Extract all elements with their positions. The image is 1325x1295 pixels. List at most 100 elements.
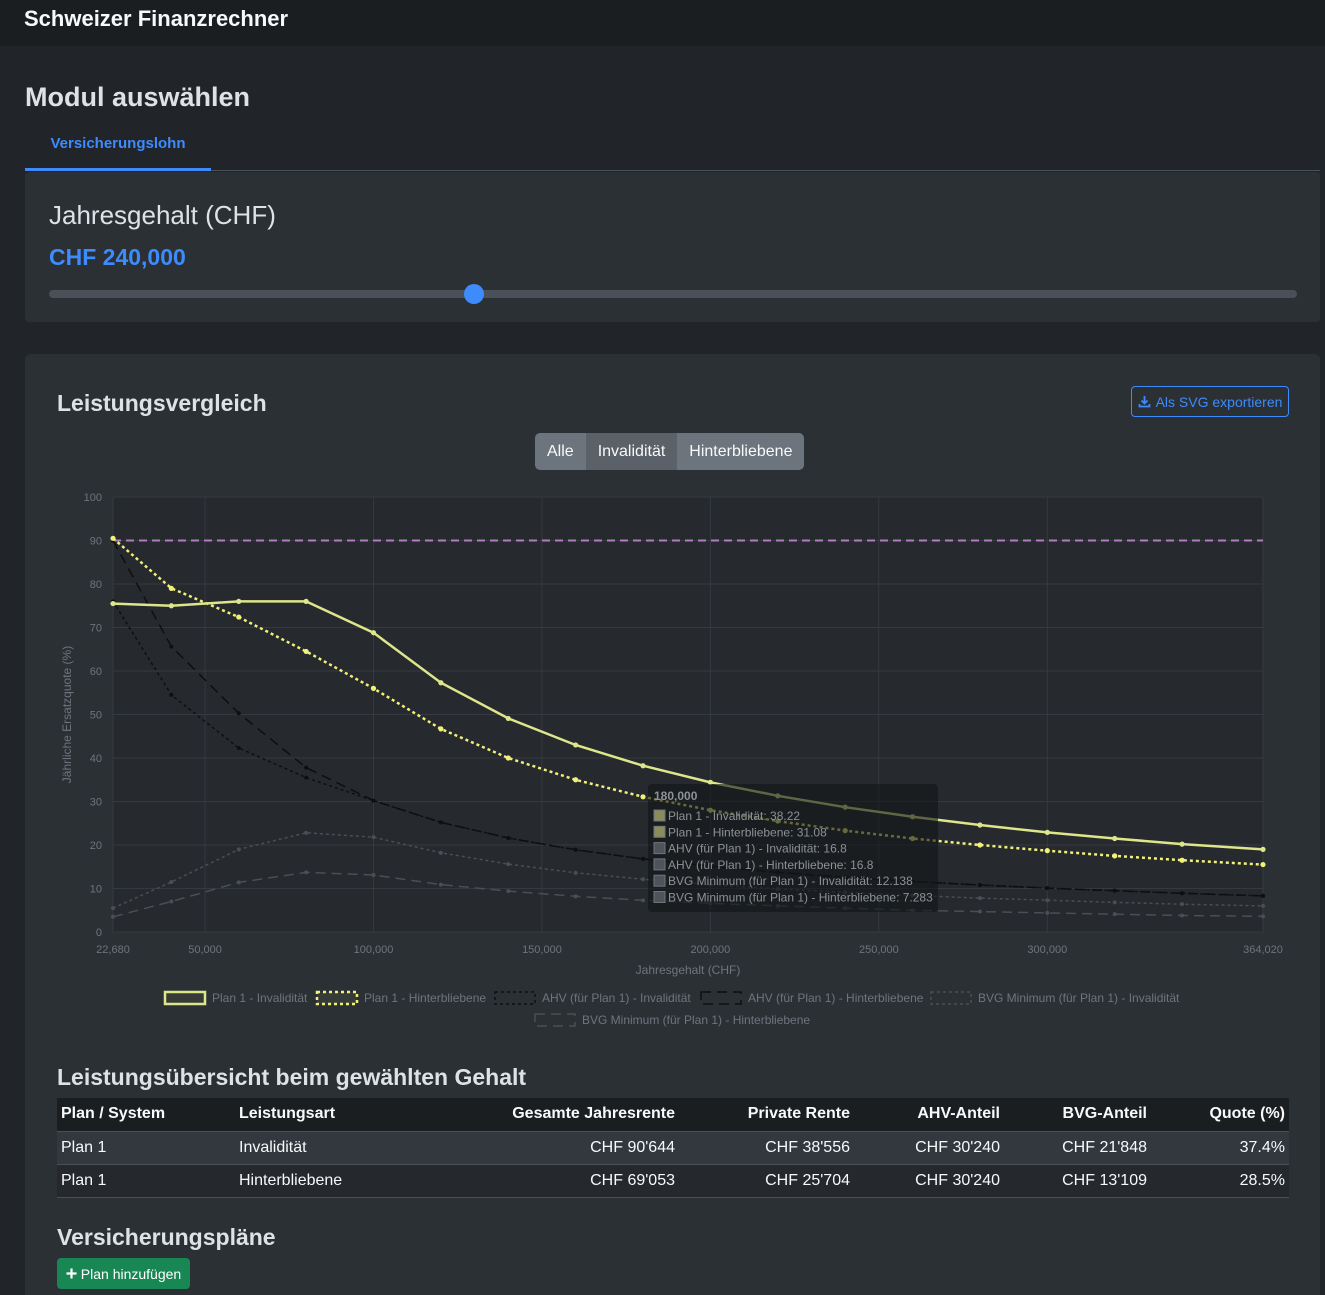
data-point xyxy=(304,830,309,835)
data-point xyxy=(236,711,241,716)
series-line xyxy=(112,601,1264,897)
data-point xyxy=(505,755,511,761)
filter-button-group: Alle Invalidität Hinterbliebene xyxy=(535,433,805,470)
y-tick-label: 30 xyxy=(90,797,102,809)
x-tick-label: 364,020 xyxy=(1243,944,1283,956)
table-row: Plan 1 Invalidität CHF 90'644 CHF 38'556… xyxy=(57,1131,1289,1165)
y-tick-label: 0 xyxy=(96,927,102,939)
column-header: Private Rente xyxy=(679,1098,854,1132)
table-row: Plan 1 Hinterbliebene CHF 69'053 CHF 25'… xyxy=(57,1164,1289,1198)
legend-label: AHV (für Plan 1) - Invalidität xyxy=(542,991,691,1005)
data-point xyxy=(1044,829,1050,835)
salary-slider-thumb[interactable] xyxy=(464,284,485,304)
data-point xyxy=(1112,900,1117,905)
data-point xyxy=(977,842,983,848)
legend-swatch xyxy=(700,991,742,1005)
data-point xyxy=(438,882,443,887)
salary-value: CHF 240,000 xyxy=(49,244,186,270)
download-icon xyxy=(1138,396,1150,408)
data-point xyxy=(1260,846,1266,852)
data-point xyxy=(236,745,241,750)
y-tick-label: 20 xyxy=(90,840,102,852)
column-header: Plan / System xyxy=(57,1098,235,1132)
data-point xyxy=(169,879,174,884)
filter-invaliditaet-button[interactable]: Invalidität xyxy=(585,433,678,470)
tooltip-item: Plan 1 - Hinterbliebene: 31.08 xyxy=(668,825,827,839)
data-point xyxy=(304,775,309,780)
table-cell: 28.5% xyxy=(1151,1164,1289,1198)
y-tick-label: 100 xyxy=(84,492,102,504)
y-tick-label: 40 xyxy=(90,753,102,765)
data-point xyxy=(236,614,242,620)
data-point xyxy=(1179,841,1185,847)
legend-label: BVG Minimum (für Plan 1) - Hinterblieben… xyxy=(582,1013,810,1027)
x-tick-label: 200,000 xyxy=(691,944,731,956)
plus-icon xyxy=(66,1268,77,1279)
legend-label: BVG Minimum (für Plan 1) - Invalidität xyxy=(978,991,1180,1005)
series-line xyxy=(112,537,1264,866)
tab-versicherungslohn[interactable]: Versicherungslohn xyxy=(25,124,211,171)
legend-swatch xyxy=(534,1013,576,1027)
data-point xyxy=(168,585,174,591)
table-cell: Plan 1 xyxy=(57,1164,235,1198)
data-point xyxy=(438,820,443,825)
table-cell: Hinterbliebene xyxy=(235,1164,425,1198)
data-point xyxy=(573,777,579,783)
comparison-card: 0 10 20 30 40 50 60 70 80 90 100 22,680 50,000 100,00… xyxy=(25,354,1320,1295)
x-tick-label: 150,000 xyxy=(522,944,562,956)
data-point xyxy=(371,835,376,840)
data-point xyxy=(977,822,983,828)
legend-label: AHV (für Plan 1) - Hinterbliebene xyxy=(748,991,924,1005)
data-point xyxy=(168,603,174,609)
y-tick-label: 10 xyxy=(90,884,102,896)
tooltip-swatch xyxy=(653,874,666,887)
data-point xyxy=(169,692,174,697)
data-point xyxy=(169,644,174,649)
export-svg-button[interactable]: Als SVG exportieren xyxy=(1131,386,1289,417)
data-point xyxy=(371,798,376,803)
data-point xyxy=(641,877,646,882)
table-cell: CHF 21'848 xyxy=(1004,1131,1151,1165)
table-cell: CHF 38'556 xyxy=(679,1131,854,1165)
legend-swatch xyxy=(494,991,536,1005)
module-title: Modul auswählen xyxy=(25,82,251,112)
y-tick-label: 80 xyxy=(90,579,102,591)
data-point xyxy=(977,896,982,901)
table-header-row: Plan / System Leistungsart Gesamte Jahre… xyxy=(57,1098,1289,1132)
legend-swatch xyxy=(163,990,207,1006)
x-axis-label: Jahresgehalt (CHF) xyxy=(636,963,741,977)
data-point xyxy=(573,847,578,852)
app-brand[interactable]: Schweizer Finanzrechner xyxy=(24,6,289,31)
export-svg-label: Als SVG exportieren xyxy=(1155,393,1283,410)
filter-all-button[interactable]: Alle xyxy=(535,433,586,470)
legend-label: Plan 1 - Hinterbliebene xyxy=(364,991,486,1005)
data-point xyxy=(1112,912,1117,917)
series-line xyxy=(112,871,1264,918)
benefit-chart: 0 10 20 30 40 50 60 70 80 90 100 22,680 50,000 100,00… xyxy=(60,492,1283,1027)
add-plan-button[interactable]: Plan hinzufügen xyxy=(57,1258,190,1289)
tooltip-item: BVG Minimum (für Plan 1) - Invalidität: … xyxy=(668,874,913,888)
table-cell: Plan 1 xyxy=(57,1131,235,1165)
data-point xyxy=(1179,857,1185,863)
y-tick-label: 60 xyxy=(90,666,102,678)
data-point xyxy=(1261,914,1265,919)
tooltip-item: AHV (für Plan 1) - Hinterbliebene: 16.8 xyxy=(668,858,874,872)
table-cell: CHF 30'240 xyxy=(854,1164,1004,1198)
data-point xyxy=(438,850,443,855)
data-point xyxy=(1045,886,1050,891)
salary-slider[interactable] xyxy=(49,290,1297,298)
benefits-table: Plan / System Leistungsart Gesamte Jahre… xyxy=(57,1098,1289,1198)
add-plan-label: Plan hinzufügen xyxy=(80,1265,182,1282)
y-tick-label: 50 xyxy=(90,710,102,722)
overview-title: Leistungsübersicht beim gewählten Gehalt xyxy=(57,1064,527,1090)
data-point xyxy=(1261,903,1265,908)
filter-hinterbliebene-button[interactable]: Hinterbliebene xyxy=(677,433,805,470)
table-cell: 37.4% xyxy=(1151,1131,1289,1165)
data-point xyxy=(506,889,511,894)
module-tabs: Versicherungslohn xyxy=(25,124,1320,171)
data-point xyxy=(1180,891,1185,896)
data-point xyxy=(977,909,982,914)
data-point xyxy=(1045,898,1050,903)
x-tick-label: 100,000 xyxy=(354,944,394,956)
data-point xyxy=(371,873,376,878)
